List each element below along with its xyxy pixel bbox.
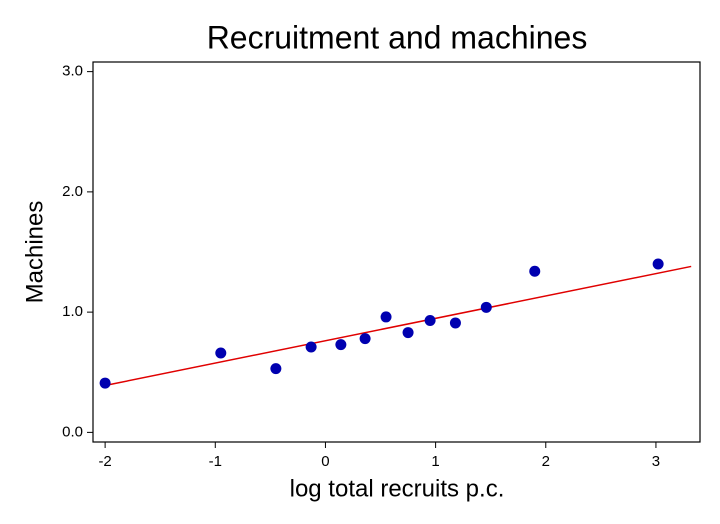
x-tick-label: 2 [542,453,550,470]
x-tick-label: -1 [209,453,222,470]
data-point [424,315,436,327]
data-point [449,317,461,329]
data-point [480,301,492,313]
data-point [99,377,111,389]
data-point [529,265,541,277]
fit-line [104,265,692,387]
plot-frame [92,61,701,443]
data-point [359,333,371,345]
x-tick-label: 3 [652,453,660,470]
x-tick-label: -2 [98,453,111,470]
x-tick-label: 0 [321,453,329,470]
data-point [402,327,414,339]
data-point [380,311,392,323]
y-axis-label: Machines [21,201,48,304]
y-tick-label: 1.0 [62,303,83,320]
data-point [270,363,282,375]
data-point [335,339,347,351]
y-tick-label: 2.0 [62,183,83,200]
x-tick-label: 1 [431,453,439,470]
data-point [215,347,227,359]
x-axis-label: log total recruits p.c. [290,475,505,502]
data-point [652,258,664,270]
y-tick-label: 3.0 [62,63,83,80]
y-tick-label: 0.0 [62,423,83,440]
chart-title: Recruitment and machines [207,19,588,55]
data-point [305,341,317,353]
